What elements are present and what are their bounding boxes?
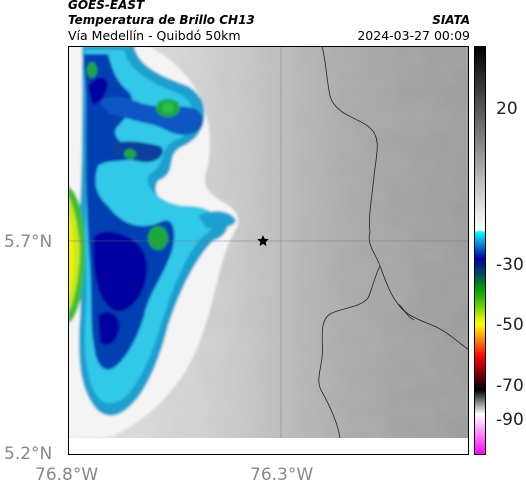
department-border [318,265,381,439]
colorbar-tick: 20 [496,99,518,119]
colorbar-tick: -90 [496,410,524,430]
lon-label: 76.8°W [35,465,99,485]
lat-label: 5.2°N [4,444,53,464]
colorbar-tick: -70 [496,376,524,396]
lat-label: 5.7°N [4,232,53,252]
colorbar-tick: -50 [496,315,524,335]
department-border [397,303,415,321]
satellite-name: GOES-EAST [68,0,145,12]
cold-cloud-band [68,46,239,438]
colorbar [474,46,486,455]
department-border [321,46,469,351]
datetime-label: 2024-03-27 00:09 [357,28,470,43]
product-title: Temperatura de Brillo CH13 [68,13,255,27]
no-data-strip [68,438,469,455]
region-label: Vía Medellín - Quibdó 50km [68,28,241,43]
agency-label: SIATA [432,13,470,27]
colorbar-tick: -30 [496,255,524,275]
plot-frame [68,46,469,455]
star-icon [257,235,269,246]
brightness-temperature-map [68,46,469,455]
lon-label: 76.3°W [250,465,314,485]
